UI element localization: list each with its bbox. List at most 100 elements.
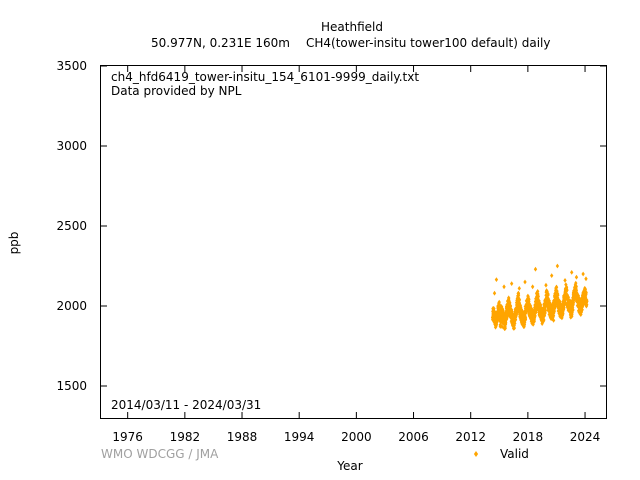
data-point xyxy=(541,316,545,321)
data-point xyxy=(563,292,568,297)
data-point xyxy=(523,306,528,312)
data-point xyxy=(544,292,548,298)
data-point xyxy=(532,315,536,320)
data-point xyxy=(560,309,564,315)
data-point xyxy=(496,312,501,318)
data-point xyxy=(545,288,549,294)
data-point xyxy=(506,298,510,304)
data-point xyxy=(528,307,532,312)
data-point xyxy=(580,301,584,307)
data-point xyxy=(568,299,572,305)
data-point xyxy=(556,295,560,301)
data-point xyxy=(494,277,499,282)
data-point xyxy=(535,293,540,298)
data-point xyxy=(571,296,575,302)
data-point xyxy=(558,301,562,307)
data-point xyxy=(554,285,558,291)
data-point xyxy=(502,284,506,290)
data-point xyxy=(543,307,548,313)
data-point xyxy=(495,309,499,315)
data-point xyxy=(560,312,564,318)
data-point xyxy=(561,301,565,306)
data-point xyxy=(574,287,578,293)
data-point xyxy=(571,302,575,308)
data-point xyxy=(497,302,502,307)
station-location: 50.977N, 0.231E 160m xyxy=(151,36,290,50)
data-point xyxy=(509,281,514,286)
data-point xyxy=(574,274,579,280)
data-point xyxy=(513,315,518,320)
data-point xyxy=(515,306,520,312)
data-point xyxy=(552,298,556,304)
data-point xyxy=(504,315,509,320)
data-point xyxy=(572,285,577,291)
x-tick-label: 2012 xyxy=(455,430,486,444)
data-point xyxy=(580,295,584,301)
y-tick-label: 2500 xyxy=(56,219,87,233)
data-point xyxy=(581,271,585,277)
y-axis-ticks: 1500 2000 2500 3000 3500 xyxy=(56,59,606,393)
chart-title: Heathfield xyxy=(321,20,383,34)
date-range: 2014/03/11 - 2024/03/31 xyxy=(111,398,262,412)
data-point xyxy=(580,304,584,310)
data-point xyxy=(570,270,574,275)
data-point xyxy=(546,298,550,304)
data-point xyxy=(563,278,567,283)
data-point xyxy=(516,291,521,296)
data-point xyxy=(518,310,522,316)
data-point xyxy=(581,297,586,303)
data-point xyxy=(534,296,538,302)
data-point xyxy=(499,304,504,309)
data-point xyxy=(499,318,503,324)
data-point xyxy=(538,302,543,308)
series-description: CH4(tower-insitu tower100 default) daily xyxy=(306,36,551,50)
data-point xyxy=(523,279,527,285)
data-point xyxy=(539,307,544,313)
data-point xyxy=(584,302,588,307)
data-point xyxy=(553,301,558,306)
data-filename: ch4_hfd6419_tower-insitu_154_6101-9999_d… xyxy=(111,70,420,84)
data-point xyxy=(564,289,568,295)
data-point xyxy=(525,308,529,314)
legend-marker-valid xyxy=(473,451,479,457)
data-point xyxy=(518,305,522,311)
data-point xyxy=(520,316,525,322)
data-point xyxy=(533,266,538,272)
data-point xyxy=(525,300,530,306)
data-point xyxy=(544,295,549,300)
data-point xyxy=(519,317,523,322)
data-provider: Data provided by NPL xyxy=(111,84,242,98)
legend-label-valid: Valid xyxy=(500,447,529,461)
data-point xyxy=(582,287,587,293)
data-point xyxy=(557,311,561,316)
data-point xyxy=(533,310,538,315)
x-axis-label: Year xyxy=(337,459,363,473)
data-point xyxy=(584,276,588,282)
data-point xyxy=(518,314,522,319)
data-point xyxy=(547,312,552,317)
data-point xyxy=(522,324,526,330)
data-point xyxy=(506,305,510,311)
data-point xyxy=(531,321,535,327)
data-point xyxy=(582,290,587,296)
x-tick-label: 2024 xyxy=(570,430,601,444)
data-point xyxy=(538,304,542,309)
data-point xyxy=(514,300,519,306)
data-points xyxy=(490,263,589,332)
data-point xyxy=(492,311,496,317)
data-point xyxy=(546,296,550,302)
data-point xyxy=(543,298,547,304)
data-point xyxy=(529,310,533,316)
data-point xyxy=(549,306,554,312)
data-point xyxy=(555,263,560,269)
data-point xyxy=(525,303,529,309)
x-tick-label: 1982 xyxy=(170,430,201,444)
data-point xyxy=(512,314,516,320)
data-point xyxy=(547,309,552,314)
data-point xyxy=(574,280,578,286)
data-point xyxy=(562,293,566,299)
data-point xyxy=(543,309,547,315)
data-point xyxy=(565,296,570,302)
data-point xyxy=(557,303,561,309)
